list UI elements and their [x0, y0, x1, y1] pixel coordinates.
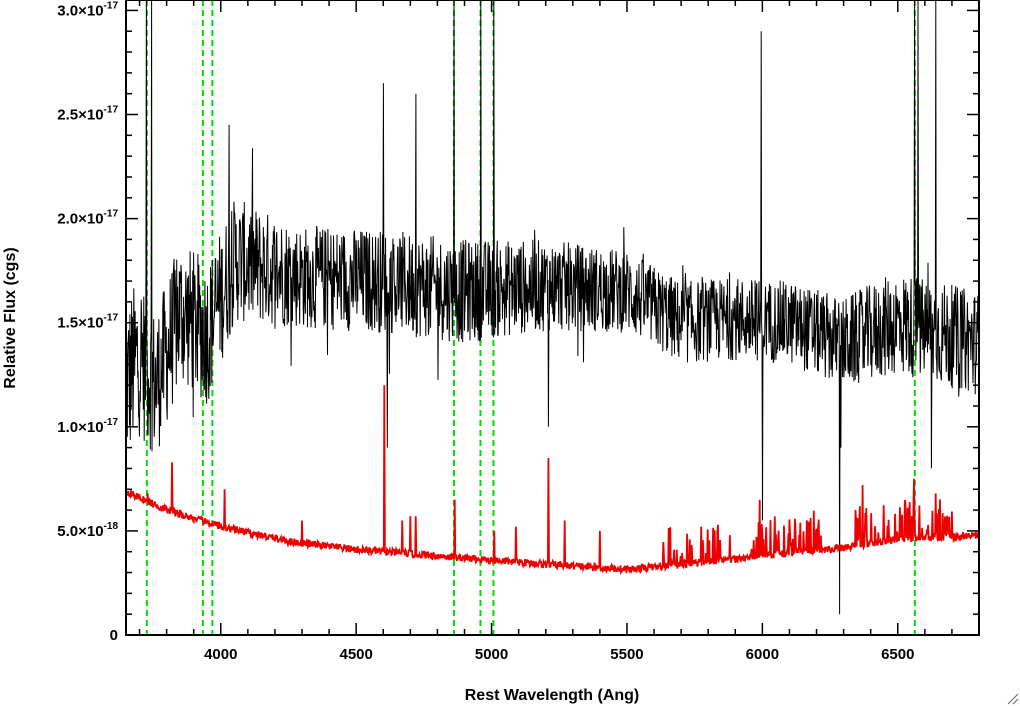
- x-tick-label: 4000: [204, 646, 237, 663]
- x-tick-label: 6000: [746, 646, 779, 663]
- x-tick-label: 5000: [475, 646, 508, 663]
- x-tick-label: 4500: [339, 646, 372, 663]
- y-tick-label: 1.5×10-17: [57, 313, 118, 332]
- spectrum-line: [126, 0, 979, 615]
- y-axis-title: Relative Flux (cgs): [2, 247, 19, 388]
- y-tick-label: 1.0×10-17: [57, 417, 118, 436]
- y-tick-label: 0: [110, 627, 118, 644]
- plot-frame: [125, 0, 980, 636]
- axis-ticks: [126, 0, 980, 636]
- y-tick-label: 3.0×10-17: [57, 0, 118, 19]
- y-tick-label: 5.0×10-18: [57, 521, 118, 540]
- x-tick-label: 6500: [881, 646, 914, 663]
- y-tick-label: 2.5×10-17: [57, 105, 118, 124]
- x-tick-labels: 4000 4500 5000 5500 6000 6500: [204, 646, 914, 663]
- y-tick-label: 2.0×10-17: [57, 209, 118, 228]
- x-tick-label: 5500: [610, 646, 643, 663]
- x-axis-title: Rest Wavelength (Ang): [465, 687, 640, 704]
- series-layer: [126, 0, 979, 615]
- error-spectrum-line: [126, 385, 979, 576]
- resize-grip-icon: [1007, 693, 1019, 705]
- y-tick-labels: 0 5.0×10-18 1.0×10-17 1.5×10-17 2.0×10-17 2.5…: [57, 0, 118, 644]
